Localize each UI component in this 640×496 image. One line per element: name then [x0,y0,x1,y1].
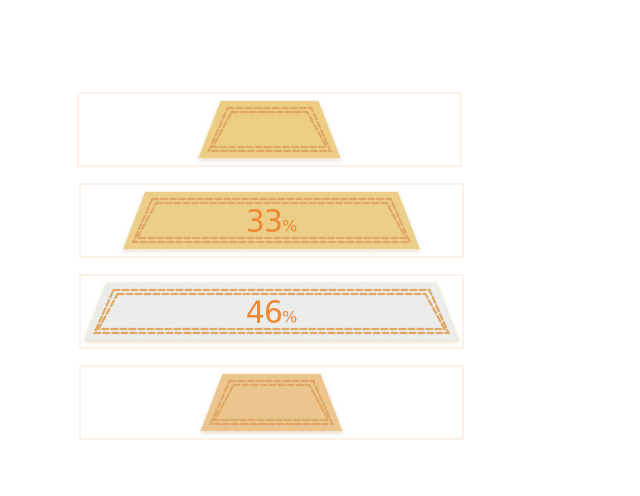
stage-value-number: 46 [246,296,282,331]
funnel-stage [79,365,464,440]
stitch-outline [206,106,333,153]
stage-frame [77,92,462,167]
stitch-outline [208,379,335,426]
funnel-stage-texture [198,101,341,158]
stage-frame [79,365,464,440]
funnel-stage: 33% [79,183,464,258]
stage-value-number: 33 [246,205,282,240]
stitch-outline [92,288,451,335]
stage-value-percent: % [282,217,297,236]
stitch-outline [212,383,331,422]
stage-frame [79,183,464,258]
stage-frame [79,274,464,349]
stitch-outline [210,110,329,149]
funnel-stage: 46% [79,274,464,349]
stitch-outline [96,292,447,331]
funnel-stage-texture [123,192,420,249]
stage-value-label: 33% [246,205,297,240]
stage-value-label: 46% [246,296,297,331]
stitch-outline [131,197,412,244]
stitch-outline [135,201,408,240]
funnel-stage-texture [84,283,459,340]
stage-value-percent: % [282,308,297,327]
funnel-stage [77,92,462,167]
funnel-stage-texture [200,374,343,431]
